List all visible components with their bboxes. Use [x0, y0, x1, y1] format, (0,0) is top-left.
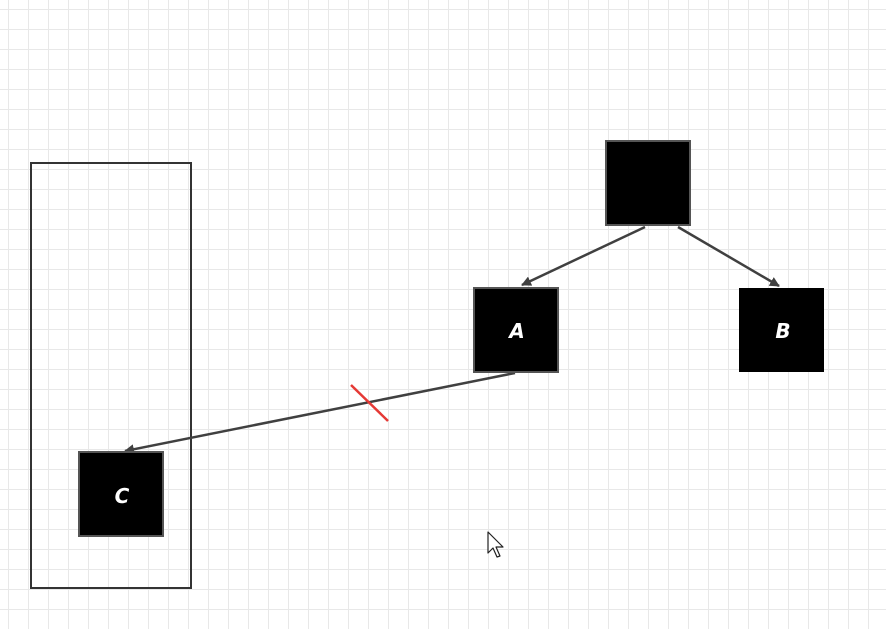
edge-root-to-b[interactable]	[677, 225, 780, 288]
node-root[interactable]	[605, 140, 691, 226]
node-a[interactable]: A	[473, 287, 559, 373]
edge-a-to-c[interactable]	[124, 371, 516, 455]
edge-root-to-a[interactable]	[521, 225, 646, 287]
mouse-cursor-icon	[487, 531, 504, 558]
node-b-label: B	[775, 319, 790, 343]
node-c-label: C	[115, 484, 130, 508]
node-b[interactable]: B	[739, 288, 824, 372]
container-box[interactable]	[30, 162, 192, 589]
node-a-label: A	[507, 319, 524, 343]
cut-mark	[350, 384, 389, 422]
node-c[interactable]: C	[78, 451, 164, 537]
